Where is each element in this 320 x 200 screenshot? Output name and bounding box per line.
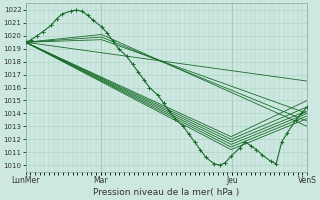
X-axis label: Pression niveau de la mer( hPa ): Pression niveau de la mer( hPa ) [93, 188, 239, 197]
